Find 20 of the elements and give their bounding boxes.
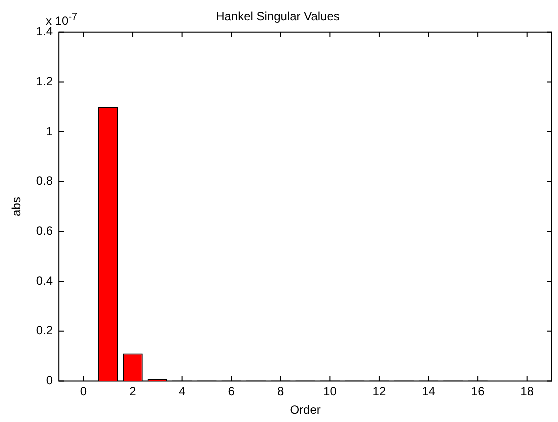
x-axis-title: Order: [290, 403, 321, 418]
x-tick-label: 0: [80, 384, 88, 399]
chart-title: Hankel Singular Values: [216, 10, 340, 24]
x-tick-label: 16: [471, 384, 486, 399]
x-tick-label: 10: [324, 384, 338, 399]
y-axis-title: abs: [10, 197, 24, 216]
x-tick-label: 12: [372, 384, 386, 399]
y-tick-label: 0: [46, 374, 54, 388]
x-tick-label: 14: [422, 384, 436, 399]
x-tick-label: 8: [278, 384, 285, 399]
x-tick-label: 4: [178, 384, 186, 399]
x-tick-label: 6: [228, 384, 236, 399]
y-tick-label: 0.8: [36, 174, 54, 188]
y-tick-label: 1.2: [36, 74, 54, 89]
y-tick-label: 0.2: [36, 324, 54, 338]
y-tick-label: 1: [46, 124, 54, 138]
x-tick-label: 2: [130, 384, 137, 399]
x-tick-label: 18: [520, 384, 534, 399]
y-tick-label: 0.4: [36, 274, 54, 288]
y-tick-label: 0.6: [36, 224, 54, 238]
